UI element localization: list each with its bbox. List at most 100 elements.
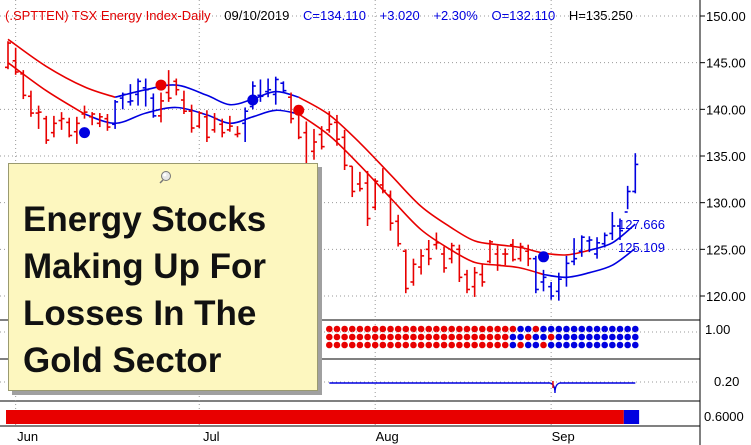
indicator-dot: [632, 341, 639, 349]
price-bar: [43, 115, 50, 144]
signal-dot: [79, 127, 90, 139]
indicator-dot: [616, 333, 624, 341]
indicator-dot: [601, 333, 608, 341]
price-bar: [234, 126, 241, 138]
price-bar: [242, 107, 249, 142]
price-bar: [433, 232, 440, 250]
price-bar: [387, 190, 394, 231]
price-bar: [464, 269, 470, 294]
price-bar: [112, 100, 119, 129]
indicator-dot: [501, 333, 509, 341]
price-bar: [448, 242, 455, 264]
price-bar: [471, 267, 478, 297]
price-bar: [364, 170, 371, 226]
price-bar: [410, 258, 417, 286]
indicator-dot: [593, 325, 601, 333]
indicator-dot: [433, 333, 440, 341]
price-tick-label: 140.00: [706, 102, 746, 117]
indicator-dot: [540, 325, 547, 333]
lower-band-label: 125.109: [618, 240, 665, 255]
price-bar: [356, 171, 363, 192]
indicator-dot: [471, 325, 478, 333]
price-bar: [27, 90, 34, 117]
indicator-dot: [524, 333, 532, 341]
indicator-dot: [348, 333, 356, 341]
indicator-dot: [609, 341, 616, 349]
quote-pct: +2.30%: [433, 8, 478, 23]
price-bar: [158, 92, 164, 123]
indicator-dot: [570, 325, 578, 333]
indicator-dot: [356, 341, 364, 349]
price-tick-label: 125.00: [706, 242, 746, 257]
quote-date: 09/10/2019: [224, 8, 289, 23]
indicator-dot: [463, 333, 471, 341]
indicator-dot: [517, 333, 524, 341]
price-bar: [173, 78, 180, 96]
price-bar: [586, 236, 593, 253]
price-bar: [311, 128, 317, 160]
price-bars: [5, 41, 639, 301]
quote-high: H=135.250: [569, 8, 633, 23]
indicator-dot: [394, 333, 402, 341]
price-bar: [96, 113, 103, 128]
price-bar: [425, 240, 432, 266]
indicator-dot: [540, 341, 547, 349]
price-bar: [571, 238, 578, 266]
indicator-dot: [456, 341, 463, 349]
callout-line-3: Losses In The: [23, 294, 257, 333]
indicator-dot: [532, 325, 540, 333]
price-bar: [532, 255, 539, 294]
indicator-dot: [379, 341, 387, 349]
signal-dots: [79, 79, 549, 263]
price-bar: [486, 240, 493, 264]
indicator-dot: [440, 341, 448, 349]
indicator-dot: [394, 341, 402, 349]
indicator-dot: [387, 341, 394, 349]
indicator-dot: [586, 341, 593, 349]
indicator-dot: [578, 341, 586, 349]
price-bar: [288, 92, 295, 124]
price-bar: [402, 249, 409, 294]
price-bar: [280, 81, 287, 93]
signal-dot: [247, 94, 259, 106]
price-bar: [494, 245, 501, 271]
indicator-dot: [425, 333, 433, 341]
indicator-dot: [547, 333, 555, 341]
price-bar: [127, 84, 134, 106]
indicator-dot: [563, 325, 570, 333]
indicator-dot: [578, 333, 586, 341]
indicator-dot: [463, 325, 471, 333]
indicator-dot: [524, 325, 532, 333]
price-bar: [165, 70, 172, 102]
indicator3-red-bar: [6, 410, 624, 424]
price-bar: [601, 232, 608, 248]
indicator-dot: [616, 341, 624, 349]
indicator-dot: [540, 333, 547, 341]
indicator-dot: [333, 341, 341, 349]
indicator-dot: [364, 341, 371, 349]
price-bar: [203, 110, 210, 142]
price-bar: [272, 76, 279, 105]
price-bar: [5, 41, 11, 70]
indicator-dot: [379, 325, 387, 333]
indicator-dot: [486, 333, 494, 341]
annotation-callout[interactable]: Energy Stocks Making Up For Losses In Th…: [8, 163, 318, 391]
indicator-dot: [326, 325, 333, 333]
callout-line-4: Gold Sector: [23, 341, 222, 380]
indicator-dot: [326, 333, 333, 341]
indicator1-tick-label: 1.00: [705, 322, 730, 337]
indicator2-line: [329, 382, 636, 394]
indicator-dot: [333, 325, 341, 333]
indicator-dot: [433, 325, 440, 333]
price-bar: [525, 244, 532, 267]
price-bar: [379, 168, 386, 194]
indicator-dot: [486, 341, 494, 349]
price-bar: [12, 47, 19, 75]
price-bar: [609, 212, 616, 240]
indicator-dot: [509, 325, 517, 333]
indicator-dot: [624, 333, 631, 341]
price-bar: [624, 185, 631, 213]
price-bar: [150, 93, 157, 118]
price-bar: [395, 214, 402, 247]
